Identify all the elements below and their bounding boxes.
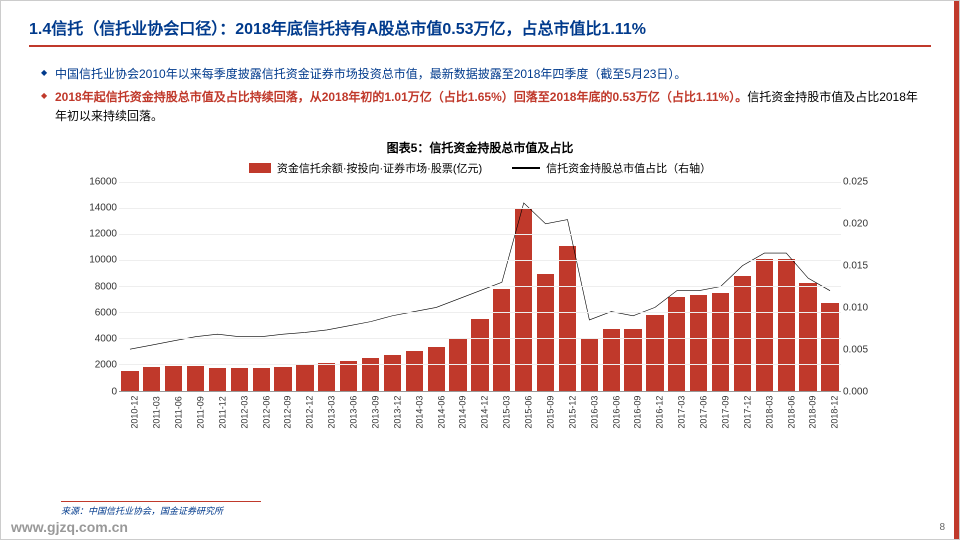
gridline [119,312,841,313]
gridline [119,286,841,287]
y-left-tick: 6000 [71,307,117,318]
gridline [119,182,841,183]
legend-line-label: 信托资金持股总市值占比（右轴） [546,160,711,176]
gridline [119,208,841,209]
legend: 资金信托余额·按投向·证券市场·股票(亿元) 信托资金持股总市值占比（右轴） [1,160,959,176]
gridline [119,260,841,261]
y-right-tick: 0.010 [843,302,889,313]
y-left-tick: 12000 [71,229,117,240]
gridline [119,364,841,365]
y-left-tick: 16000 [71,176,117,187]
source-text: 来源：中国信托业协会，国金证券研究所 [61,501,261,517]
accent-bar [954,1,959,539]
legend-bar-swatch [249,163,271,173]
bullet-1: 中国信托业协会2010年以来每季度披露信托资金证券市场投资总市值，最新数据披露至… [41,65,919,84]
gridline [119,338,841,339]
x-tick: 2018-12 [830,411,888,428]
legend-line-swatch [512,167,540,169]
x-labels: 2010-122011-032011-062011-092011-122012-… [119,394,841,452]
y-left-tick: 4000 [71,334,117,345]
y-left-tick: 10000 [71,255,117,266]
line-path [130,202,830,348]
y-right-tick: 0.020 [843,218,889,229]
y-left-tick: 2000 [71,360,117,371]
y-right-tick: 0.025 [843,176,889,187]
y-right-tick: 0.015 [843,260,889,271]
legend-bar: 资金信托余额·按投向·证券市场·股票(亿元) [249,160,482,176]
header: 1.4信托（信托业协会口径）：2018年底信托持有A股总市值0.53万亿，占总市… [1,1,959,55]
page-number: 8 [939,522,945,533]
y-right-tick: 0.000 [843,386,889,397]
y-left-tick: 0 [71,386,117,397]
bullet-2: 2018年起信托资金持股总市值及占比持续回落，从2018年初的1.01万亿（占比… [41,88,919,126]
watermark: www.gjzq.com.cn [11,519,128,535]
bullet-2-highlight: 2018年起信托资金持股总市值及占比持续回落，从2018年初的1.01万亿（占比… [55,90,747,104]
gridline [119,234,841,235]
chart-title: 图表5：信托资金持股总市值及占比 [1,139,959,156]
legend-bar-label: 资金信托余额·按投向·证券市场·股票(亿元) [277,160,482,176]
y-left-tick: 14000 [71,202,117,213]
plot-region [119,182,841,392]
page-title: 1.4信托（信托业协会口径）：2018年底信托持有A股总市值0.53万亿，占总市… [29,15,931,47]
bullet-list: 中国信托业协会2010年以来每季度披露信托资金证券市场投资总市值，最新数据披露至… [1,55,959,135]
legend-line: 信托资金持股总市值占比（右轴） [512,160,711,176]
y-left-tick: 8000 [71,281,117,292]
y-right-tick: 0.005 [843,344,889,355]
chart-area: 0200040006000800010000120001400016000 0.… [71,182,889,452]
slide-container: 1.4信托（信托业协会口径）：2018年底信托持有A股总市值0.53万亿，占总市… [0,0,960,540]
